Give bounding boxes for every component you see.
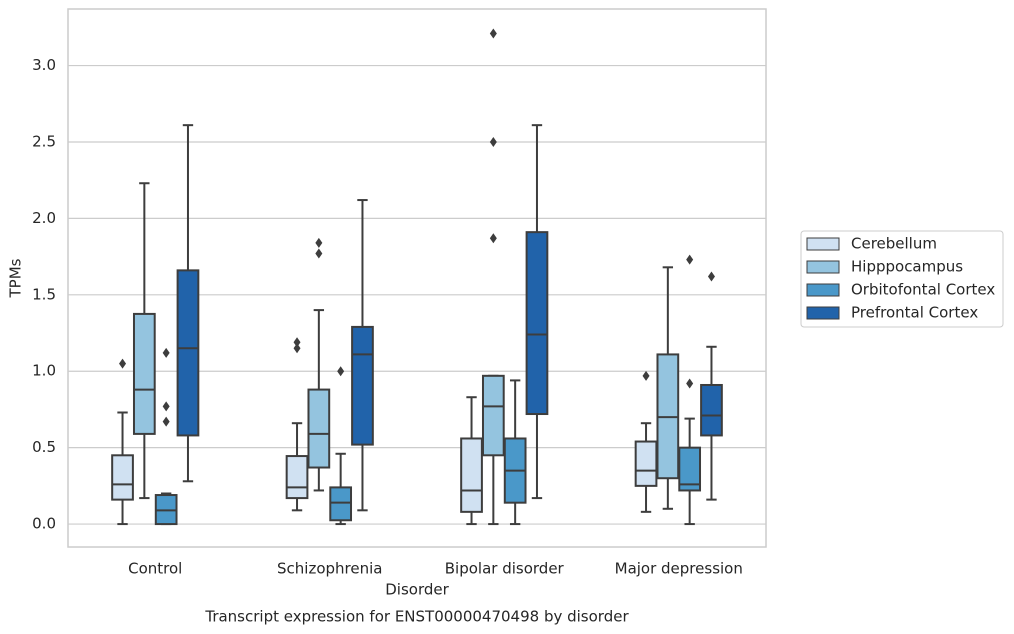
legend-label: Hipppocampus: [851, 258, 963, 276]
box: [132, 312, 156, 435]
outlier: [489, 28, 497, 39]
box: [329, 486, 353, 522]
x-tick-label: Schizophrenia: [277, 560, 382, 578]
outlier: [162, 347, 170, 358]
outlier: [162, 401, 170, 412]
y-axis-label: TPMs: [7, 258, 25, 298]
box: [111, 454, 134, 501]
legend: [800, 230, 1004, 328]
outlier: [489, 233, 497, 244]
legend-label: Prefrontal Cortex: [851, 304, 978, 322]
box: [700, 383, 723, 437]
box: [351, 325, 374, 446]
outlier: [119, 358, 127, 369]
outlier: [686, 378, 694, 389]
legend-swatch: [806, 260, 840, 274]
x-tick-label: Bipolar disorder: [445, 560, 565, 578]
box: [285, 455, 309, 500]
box: [525, 231, 549, 416]
y-tick-label: 0.0: [32, 515, 56, 533]
x-tick-label: Major depression: [615, 560, 743, 578]
outlier: [315, 248, 323, 259]
legend-label: Cerebellum: [851, 235, 937, 253]
outlier: [315, 237, 323, 248]
y-tick-label: 1.5: [32, 285, 56, 303]
legend-swatch: [806, 306, 840, 320]
outlier: [293, 343, 301, 354]
outlier: [686, 254, 694, 265]
y-tick-label: 2.5: [32, 132, 56, 150]
outlier: [489, 136, 497, 147]
y-tick-label: 0.5: [32, 438, 56, 456]
x-axis-label: Disorder: [385, 581, 449, 599]
outlier: [293, 337, 301, 348]
legend-swatch: [806, 283, 840, 297]
outlier: [337, 366, 345, 377]
box: [678, 446, 702, 492]
legend-swatch: [806, 237, 840, 251]
box: [176, 269, 200, 437]
box: [307, 388, 331, 469]
chart-title: Transcript expression for ENST0000047049…: [204, 608, 629, 626]
outlier: [707, 271, 715, 282]
legend-label: Orbitofontal Cortex: [851, 281, 995, 299]
y-tick-label: 2.0: [32, 209, 56, 227]
outlier: [642, 370, 650, 381]
box: [460, 437, 483, 513]
x-tick-label: Control: [128, 560, 182, 578]
box: [481, 374, 505, 457]
y-tick-label: 3.0: [32, 56, 56, 74]
box: [634, 440, 658, 487]
outlier: [162, 416, 170, 427]
plot-frame: [67, 8, 767, 548]
y-tick-label: 1.0: [32, 362, 56, 380]
